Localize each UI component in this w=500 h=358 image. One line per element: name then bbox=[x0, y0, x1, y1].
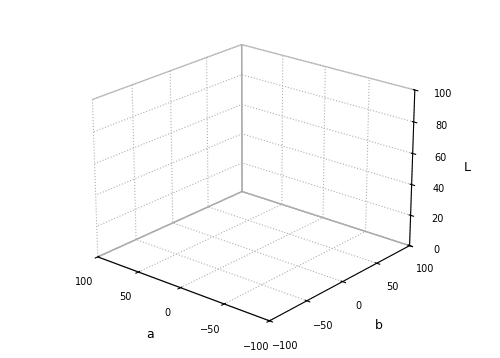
X-axis label: a: a bbox=[146, 328, 154, 341]
Y-axis label: b: b bbox=[374, 319, 382, 332]
